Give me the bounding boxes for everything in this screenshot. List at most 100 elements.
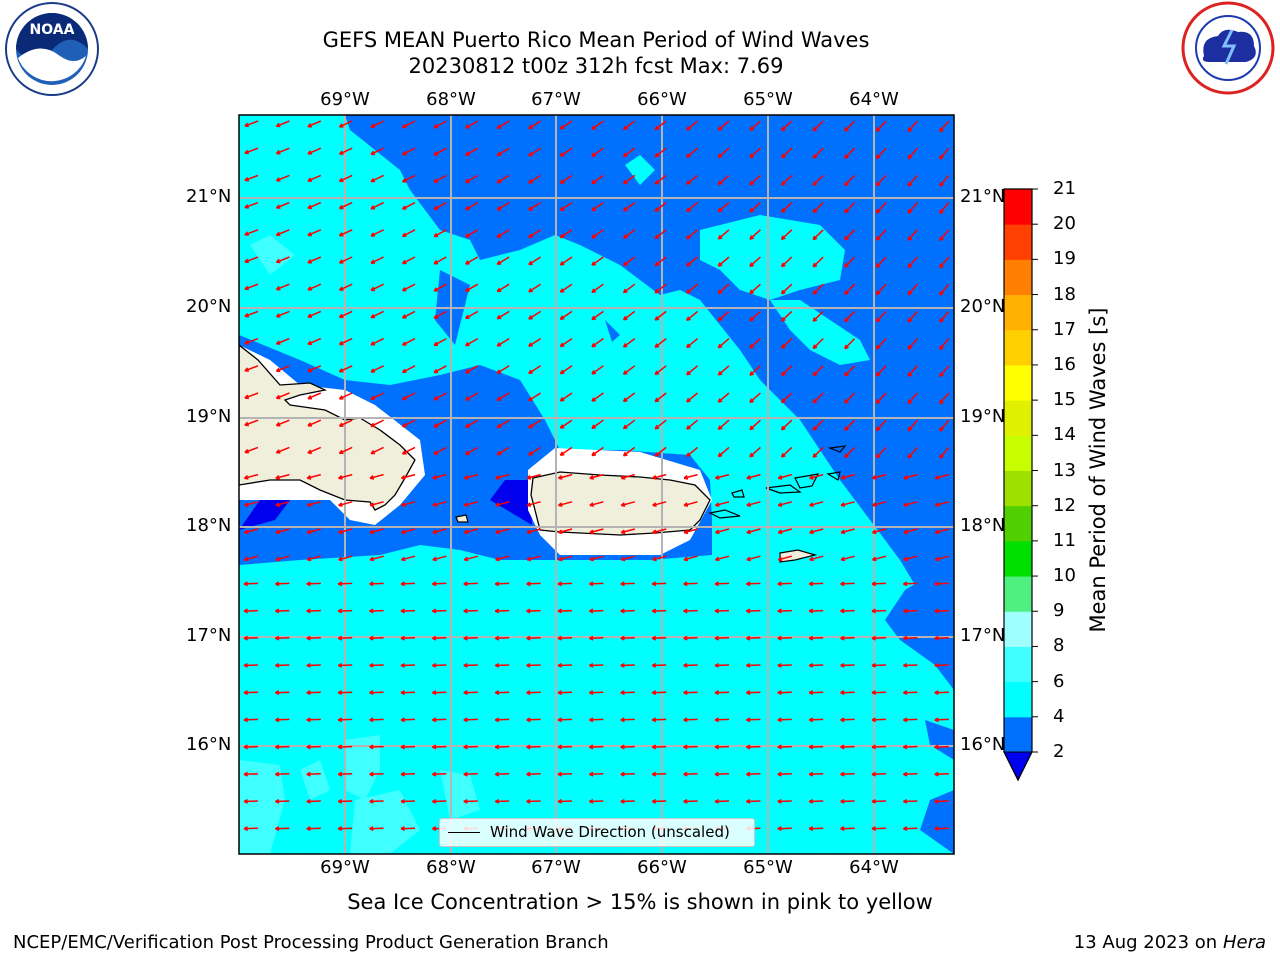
wave-direction-arrowhead	[560, 345, 565, 348]
wave-direction-arrow	[307, 446, 322, 454]
wave-direction-arrowhead	[369, 746, 374, 750]
wave-direction-arrow	[591, 283, 604, 293]
wave-direction-arrow	[339, 229, 353, 237]
wave-direction-arrow	[621, 473, 635, 479]
wave-direction-arrowhead	[432, 664, 437, 668]
wave-direction-arrowhead	[623, 182, 628, 185]
wave-direction-arrowhead	[778, 477, 783, 480]
wave-direction-arrow	[844, 446, 856, 458]
wave-direction-arrowhead	[935, 531, 940, 535]
wave-direction-arrowhead	[243, 773, 248, 777]
wave-direction-arrow	[402, 201, 416, 210]
wave-direction-arrowhead	[275, 504, 280, 507]
colorbar-tick-label: 6	[1053, 670, 1065, 692]
wave-direction-arrow	[812, 446, 824, 458]
wave-direction-arrowhead	[337, 800, 343, 804]
wave-direction-arrowhead	[494, 610, 500, 614]
wave-direction-arrowhead	[903, 504, 908, 507]
wave-direction-arrowhead	[812, 319, 818, 322]
wave-direction-arrow	[749, 310, 761, 322]
wave-direction-arrow	[370, 365, 384, 373]
wave-direction-arrowhead	[369, 828, 374, 831]
island-anegada	[826, 471, 841, 481]
wave-direction-arrowhead	[808, 637, 814, 641]
footer-date-text: 13 Aug 2023 on	[1073, 932, 1218, 953]
wave-direction-arrowhead	[844, 183, 849, 187]
wave-direction-arrowhead	[781, 128, 786, 132]
wave-direction-arrowhead	[844, 128, 849, 132]
wave-direction-arrow	[623, 256, 636, 266]
wave-direction-arrow	[369, 528, 384, 534]
wave-direction-arrowhead	[623, 291, 628, 294]
lat-label-right: 19°N	[960, 406, 1006, 427]
wave-direction-arrow	[307, 337, 322, 345]
wave-direction-arrow	[402, 147, 416, 156]
wave-direction-arrowhead	[812, 346, 818, 350]
wave-direction-arrowhead	[589, 504, 594, 507]
wave-direction-arrow	[939, 446, 950, 459]
wave-period-field	[239, 115, 954, 854]
wave-direction-arrowhead	[749, 373, 755, 376]
wave-direction-arrow	[781, 120, 793, 132]
wave-direction-arrowhead	[939, 183, 944, 187]
wave-direction-arrow	[717, 365, 730, 376]
wave-direction-arrow	[844, 202, 856, 214]
wave-direction-arrowhead	[840, 531, 846, 535]
wave-direction-arrow	[307, 120, 322, 128]
wave-direction-arrow	[276, 283, 290, 291]
wave-direction-arrowhead	[560, 236, 565, 239]
wave-direction-arrowhead	[275, 828, 280, 831]
wave-direction-arrowhead	[714, 664, 719, 668]
wave-direction-arrowhead	[812, 264, 818, 268]
wave-direction-arrow	[495, 528, 510, 534]
wave-direction-arrow	[939, 147, 950, 160]
wave-direction-arrow	[559, 256, 573, 266]
wave-direction-arrow	[623, 120, 636, 130]
wave-direction-arrowhead	[494, 719, 500, 723]
wave-direction-arrowhead	[557, 800, 562, 804]
wave-direction-arrowhead	[871, 583, 876, 587]
lat-label-right: 21°N	[960, 186, 1006, 207]
contour-2-4s	[605, 320, 620, 342]
wave-direction-arrowhead	[560, 209, 565, 212]
wave-direction-arrowhead	[903, 637, 908, 641]
wave-direction-arrowhead	[557, 692, 562, 695]
wave-direction-arrowhead	[620, 746, 625, 750]
wave-direction-arrowhead	[652, 559, 657, 562]
wave-direction-arrow	[654, 419, 667, 430]
wave-direction-arrowhead	[589, 692, 594, 695]
wave-direction-arrowhead	[934, 664, 939, 668]
wave-direction-arrowhead	[526, 692, 531, 695]
wave-direction-arrowhead	[589, 583, 594, 587]
wave-direction-arrowhead	[560, 181, 565, 184]
wave-direction-arrowhead	[871, 610, 876, 614]
wave-direction-arrowhead	[589, 637, 594, 641]
wave-direction-arrowhead	[306, 583, 311, 587]
contour-6-8s	[300, 760, 330, 800]
wave-direction-arrowhead	[714, 719, 719, 723]
wave-direction-arrow	[307, 473, 321, 479]
wave-direction-arrowhead	[876, 237, 881, 241]
wave-direction-arrow	[717, 419, 730, 430]
wave-direction-arrow	[875, 120, 887, 132]
colorbar-tick-label: 19	[1053, 248, 1076, 270]
wave-direction-arrow	[907, 310, 918, 323]
wave-direction-arrowhead	[432, 719, 437, 723]
wave-direction-arrow	[276, 365, 290, 372]
wave-direction-arrowhead	[623, 155, 628, 158]
wave-direction-arrowhead	[749, 427, 755, 431]
wave-direction-arrowhead	[620, 637, 625, 641]
wave-direction-arrow	[717, 174, 730, 186]
wave-direction-arrowhead	[623, 399, 628, 403]
wave-direction-arrowhead	[494, 800, 500, 804]
colorbar-segment	[1004, 435, 1032, 471]
wave-direction-arrow	[907, 147, 918, 160]
wave-direction-arrow	[812, 392, 824, 404]
wave-direction-arrow	[589, 501, 604, 507]
wave-direction-arrowhead	[623, 263, 628, 267]
wave-direction-arrowhead	[589, 664, 594, 668]
wave-direction-arrow	[401, 528, 416, 534]
wave-direction-arrowhead	[306, 719, 311, 723]
wave-direction-arrow	[307, 501, 321, 507]
wave-direction-arrowhead	[526, 504, 532, 507]
